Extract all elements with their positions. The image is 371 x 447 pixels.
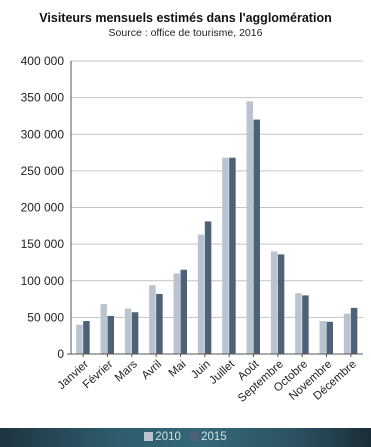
bar-2015-septembre xyxy=(277,254,285,354)
y-tick-label: 350 000 xyxy=(21,91,65,105)
bar-2010-decembre xyxy=(343,313,351,354)
bar-2015-fevrier xyxy=(107,315,114,354)
bar-2010-mars xyxy=(124,308,132,354)
y-tick-label: 0 xyxy=(57,347,64,361)
bar-2015-novembre xyxy=(326,321,333,354)
y-tick-label: 200 000 xyxy=(21,201,65,215)
x-tick-label: Mars xyxy=(113,358,140,384)
bar-2015-aout xyxy=(253,119,260,354)
bar-2010-mai xyxy=(173,273,180,354)
legend-label-2010: 2010 xyxy=(155,431,181,443)
bar-2015-octobre xyxy=(302,295,309,354)
legend-label-2015: 2015 xyxy=(201,431,227,443)
bar-2010-janvier xyxy=(76,324,83,354)
bar-2015-mai xyxy=(180,269,187,354)
legend-band xyxy=(0,428,371,447)
legend-item-2010: 2010 xyxy=(144,431,181,443)
y-tick-label: 100 000 xyxy=(21,274,65,288)
bar-2015-juillet xyxy=(229,157,236,354)
chart-title: Visiteurs mensuels estimés dans l'agglom… xyxy=(39,11,332,25)
bar-chart: 0 50 000 100 000 150 000 200 000 250 000 300 0… xyxy=(21,54,363,405)
bar-2010-juillet xyxy=(222,157,229,354)
bar-2010-aout xyxy=(246,101,253,354)
x-tick-label: Avril xyxy=(140,358,164,382)
y-tick-label: 250 000 xyxy=(21,164,65,178)
y-tick-label: 150 000 xyxy=(21,237,65,251)
y-tick-label: 50 000 xyxy=(27,310,64,324)
bar-2015-avril xyxy=(156,293,163,354)
bar-2010-avril xyxy=(149,285,156,354)
chart-subtitle: Source : office de tourisme, 2016 xyxy=(108,27,263,39)
chart-legend: 2010 2015 xyxy=(0,431,371,443)
bar-2010-septembre xyxy=(270,251,278,354)
bar-2015-decembre xyxy=(350,307,358,354)
bar-2010-juin xyxy=(197,234,205,354)
bar-2015-mars xyxy=(131,312,139,354)
y-tick-label: 300 000 xyxy=(21,127,65,141)
legend-swatch-2015 xyxy=(190,432,200,442)
y-tick-label: 400 000 xyxy=(21,54,65,68)
x-tick-label: Mai xyxy=(167,358,189,379)
bar-2015-juin xyxy=(204,221,212,354)
legend-item-2015: 2015 xyxy=(190,431,227,443)
legend-swatch-2010 xyxy=(144,432,154,442)
bar-2010-fevrier xyxy=(100,304,107,354)
x-tick-label: Juillet xyxy=(207,358,237,387)
bar-2015-janvier xyxy=(83,321,90,354)
bar-2010-octobre xyxy=(295,293,302,354)
bar-2010-novembre xyxy=(319,321,326,354)
